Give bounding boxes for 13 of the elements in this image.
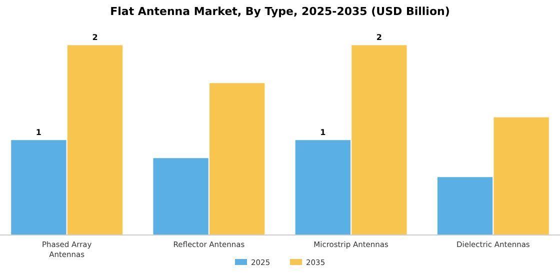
bar <box>352 45 407 235</box>
data-label: 2 <box>92 33 98 42</box>
bar <box>295 140 350 235</box>
bar <box>494 117 549 235</box>
bar <box>210 83 265 235</box>
data-label: 1 <box>36 128 42 138</box>
bar <box>67 45 123 235</box>
chart-title: Flat Antenna Market, By Type, 2025-2035 (USD Billion) <box>110 5 450 18</box>
bar <box>437 177 493 235</box>
bar <box>11 140 66 235</box>
bar <box>153 158 208 235</box>
data-label: 1 <box>320 128 326 138</box>
data-label: 2 <box>376 33 382 42</box>
